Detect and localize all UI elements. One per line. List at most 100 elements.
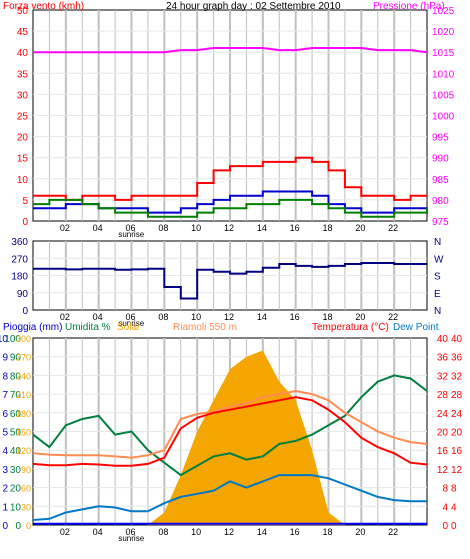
dewpoint-y-tick: 0 xyxy=(451,521,457,532)
pressure-y-tick: 1020 xyxy=(432,27,455,38)
rain-y-tick: 1 xyxy=(2,502,8,513)
temperature-y-tick: 32 xyxy=(437,371,449,382)
sunrise-label: sunrise xyxy=(118,534,144,543)
temperature-y-tick: 40 xyxy=(437,334,449,345)
wind-y-tick: 35 xyxy=(17,69,29,80)
x-tick-label: 10 xyxy=(191,527,201,537)
series-line-0 xyxy=(33,262,427,300)
rain-y-tick: 6 xyxy=(2,409,8,420)
solar-y-tick: 240 xyxy=(16,371,31,381)
wind-y-tick: 30 xyxy=(17,90,29,101)
x-tick-label: 20 xyxy=(355,312,365,322)
humidity-y-tick: 70 xyxy=(10,390,22,401)
solar-y-tick: 0 xyxy=(26,521,31,531)
dewpoint-y-tick: 40 xyxy=(451,334,463,345)
temperature-y-tick: 24 xyxy=(437,409,449,420)
x-tick-label: 02 xyxy=(60,223,70,233)
solar-y-tick: 60 xyxy=(21,484,31,494)
x-tick-label: 12 xyxy=(224,312,234,322)
temperature-y-tick: 36 xyxy=(437,353,449,364)
x-tick-label: 18 xyxy=(323,312,333,322)
solar-area xyxy=(33,350,427,525)
pressure-y-tick: 1010 xyxy=(432,69,455,80)
dewpoint-y-tick: 16 xyxy=(451,446,463,457)
humidity-y-tick: 80 xyxy=(10,371,22,382)
x-tick-label: 08 xyxy=(158,527,168,537)
pressure-y-tick: 1025 xyxy=(432,6,455,17)
solar-y-tick: 180 xyxy=(16,409,31,419)
wind-y-tick: 50 xyxy=(17,6,29,17)
rain-y-tick: 3 xyxy=(2,465,8,476)
x-tick-label: 10 xyxy=(191,223,201,233)
x-tick-label: 16 xyxy=(290,312,300,322)
sunrise-label: sunrise xyxy=(118,230,144,239)
solar-axis-label: Solar xyxy=(117,322,141,333)
panel-temperature-series xyxy=(32,350,428,525)
humidity-y-tick: 0 xyxy=(15,521,21,532)
dewpoint-y-tick: 8 xyxy=(451,484,457,495)
rain-y-tick: 2 xyxy=(2,484,8,495)
wind-y-tick: 5 xyxy=(22,196,28,207)
dewpoint-y-tick: 20 xyxy=(451,428,463,439)
x-tick-label: 18 xyxy=(323,527,333,537)
chart-title: 24 hour graph day : 02 Settembre 2010 xyxy=(166,1,341,12)
rain-axis-label: Pioggia (mm) xyxy=(3,322,62,333)
panel-direction-ticks: 02 04 06 08 10 12 14 16 18 20 22 sunrise 0 90 180 270 36… xyxy=(11,237,444,328)
x-tick-label: 06 xyxy=(126,223,136,233)
x-tick-label: 08 xyxy=(158,312,168,322)
solar-y-tick: 150 xyxy=(16,428,31,438)
series-line-2 xyxy=(32,389,428,459)
dewpoint-y-tick: 24 xyxy=(451,409,463,420)
humidity-y-tick: 20 xyxy=(10,484,22,495)
x-tick-label: 04 xyxy=(93,312,103,322)
panel-temperature-ticks: 0204060810121416182022sunrise01234567891… xyxy=(0,334,463,543)
wind-y-tick: 0 xyxy=(22,217,28,228)
pressure-y-tick: 975 xyxy=(432,217,449,228)
solar-y-tick: 270 xyxy=(16,353,31,363)
x-tick-label: 12 xyxy=(224,223,234,233)
wind-axis-label: Forza vento (kmh) xyxy=(3,1,84,12)
pressure-y-tick: 980 xyxy=(432,196,449,207)
x-tick-label: 14 xyxy=(257,527,267,537)
dewpoint-y-tick: 12 xyxy=(451,465,463,476)
wind-y-tick: 15 xyxy=(17,154,29,165)
x-tick-label: 16 xyxy=(290,527,300,537)
panel-direction-grid xyxy=(33,241,427,310)
solar-y-tick: 210 xyxy=(16,390,31,400)
x-tick-label: 08 xyxy=(158,223,168,233)
direction-y-tick: 270 xyxy=(11,254,28,265)
temperature-y-tick: 12 xyxy=(437,465,449,476)
direction-y-tick: 360 xyxy=(11,237,28,248)
x-tick-label: 14 xyxy=(257,312,267,322)
x-tick-label: 20 xyxy=(355,527,365,537)
temperature-y-tick: 4 xyxy=(442,502,448,513)
rain-y-tick: 9 xyxy=(2,353,8,364)
direction-y-tick: 90 xyxy=(17,289,29,300)
solar-y-tick: 300 xyxy=(16,334,31,344)
x-tick-label: 02 xyxy=(60,312,70,322)
x-tick-label: 22 xyxy=(388,223,398,233)
rain-y-tick: 7 xyxy=(2,390,8,401)
panel-direction-series xyxy=(33,262,427,300)
temperature-y-tick: 8 xyxy=(442,484,448,495)
humidity-y-tick: 60 xyxy=(10,409,22,420)
series-line-2 xyxy=(33,198,428,218)
x-tick-label: 06 xyxy=(126,527,136,537)
compass-y-tick: S xyxy=(434,272,441,283)
x-tick-label: 06 xyxy=(126,312,136,322)
temperature-y-tick: 0 xyxy=(442,521,448,532)
x-tick-label: 18 xyxy=(323,223,333,233)
rain-y-tick: 10 xyxy=(0,334,8,345)
dewpoint-y-tick: 28 xyxy=(451,390,463,401)
solar-y-tick: 30 xyxy=(21,502,31,512)
rain-y-tick: 5 xyxy=(2,428,8,439)
x-tick-label: 12 xyxy=(224,527,234,537)
rain-y-tick: 8 xyxy=(2,371,8,382)
dewpoint-y-tick: 36 xyxy=(451,353,463,364)
humidity-y-tick: 40 xyxy=(10,446,22,457)
x-tick-label: 20 xyxy=(355,223,365,233)
solar-y-tick: 90 xyxy=(21,465,31,475)
series-line-0 xyxy=(33,156,427,201)
